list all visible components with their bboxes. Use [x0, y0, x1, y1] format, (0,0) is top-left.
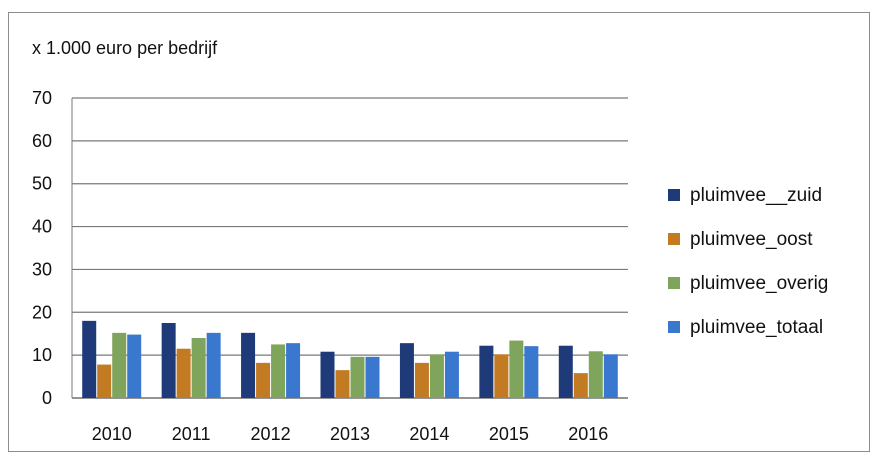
y-axis-unit-label: x 1.000 euro per bedrijf	[32, 38, 218, 58]
bar-pluimvee__zuid-2012	[241, 332, 256, 398]
x-tick-label: 2010	[92, 424, 132, 444]
bar-pluimvee__zuid-2016	[558, 345, 573, 398]
bar-pluimvee_totaal-2014	[444, 351, 459, 398]
bar-pluimvee__zuid-2014	[399, 343, 414, 398]
legend-swatch-pluimvee__zuid	[668, 189, 680, 201]
y-tick-label: 0	[42, 388, 52, 408]
x-tick-label: 2012	[251, 424, 291, 444]
bar-pluimvee__zuid-2011	[161, 323, 176, 398]
bar-pluimvee_overig-2013	[350, 356, 365, 398]
legend-label: pluimvee_oost	[690, 229, 813, 250]
y-tick-label: 50	[32, 174, 52, 194]
legend-label: pluimvee__zuid	[690, 185, 822, 206]
x-tick-label: 2015	[489, 424, 529, 444]
bar-pluimvee_totaal-2010	[127, 334, 142, 398]
x-tick-label: 2016	[568, 424, 608, 444]
y-tick-label: 10	[32, 345, 52, 365]
bars	[82, 320, 618, 398]
legend-swatch-pluimvee_overig	[668, 277, 680, 289]
bar-pluimvee_totaal-2015	[524, 346, 539, 398]
bar-pluimvee_overig-2012	[271, 344, 286, 398]
legend: pluimvee__zuid pluimvee_oost pluimvee_over…	[668, 185, 828, 338]
y-tick-label: 70	[32, 88, 52, 108]
gridlines	[71, 97, 628, 399]
y-tick-label: 30	[32, 259, 52, 279]
legend-swatch-pluimvee_oost	[668, 233, 680, 245]
bar-pluimvee__zuid-2010	[82, 320, 97, 398]
bar-pluimvee__zuid-2015	[479, 345, 494, 398]
bar-pluimvee_oost-2012	[256, 362, 271, 398]
y-tick-labels: 0 10 20 30 40 50 60 70	[32, 88, 52, 408]
bar-pluimvee_totaal-2012	[286, 343, 301, 398]
bar-pluimvee_totaal-2016	[603, 354, 618, 398]
legend-label: pluimvee_overig	[690, 273, 828, 294]
x-tick-label: 2013	[330, 424, 370, 444]
bar-pluimvee_overig-2014	[429, 354, 444, 398]
legend-swatch-pluimvee_totaal	[668, 321, 680, 333]
y-tick-label: 40	[32, 217, 52, 237]
x-tick-label: 2014	[409, 424, 449, 444]
legend-label: pluimvee_totaal	[690, 317, 823, 338]
x-tick-labels: 2010 2011 2012 2013 2014 2015 2016	[92, 424, 609, 444]
bar-pluimvee_overig-2016	[588, 351, 603, 398]
bar-pluimvee_oost-2011	[176, 348, 191, 398]
bar-pluimvee_totaal-2011	[206, 332, 221, 398]
bar-pluimvee_overig-2015	[509, 340, 524, 398]
x-tick-label: 2011	[172, 424, 211, 444]
bar-pluimvee_overig-2011	[191, 338, 206, 398]
bar-pluimvee_overig-2010	[112, 332, 127, 398]
bar-pluimvee_oost-2013	[335, 370, 350, 398]
y-tick-label: 20	[32, 302, 52, 322]
y-tick-label: 60	[32, 131, 52, 151]
bar-pluimvee_oost-2010	[97, 364, 112, 398]
bar-pluimvee_oost-2015	[494, 354, 509, 398]
bar-pluimvee_oost-2014	[414, 362, 429, 398]
bar-pluimvee__zuid-2013	[320, 351, 335, 398]
bar-pluimvee_totaal-2013	[365, 356, 380, 398]
bar-pluimvee_oost-2016	[573, 373, 588, 398]
